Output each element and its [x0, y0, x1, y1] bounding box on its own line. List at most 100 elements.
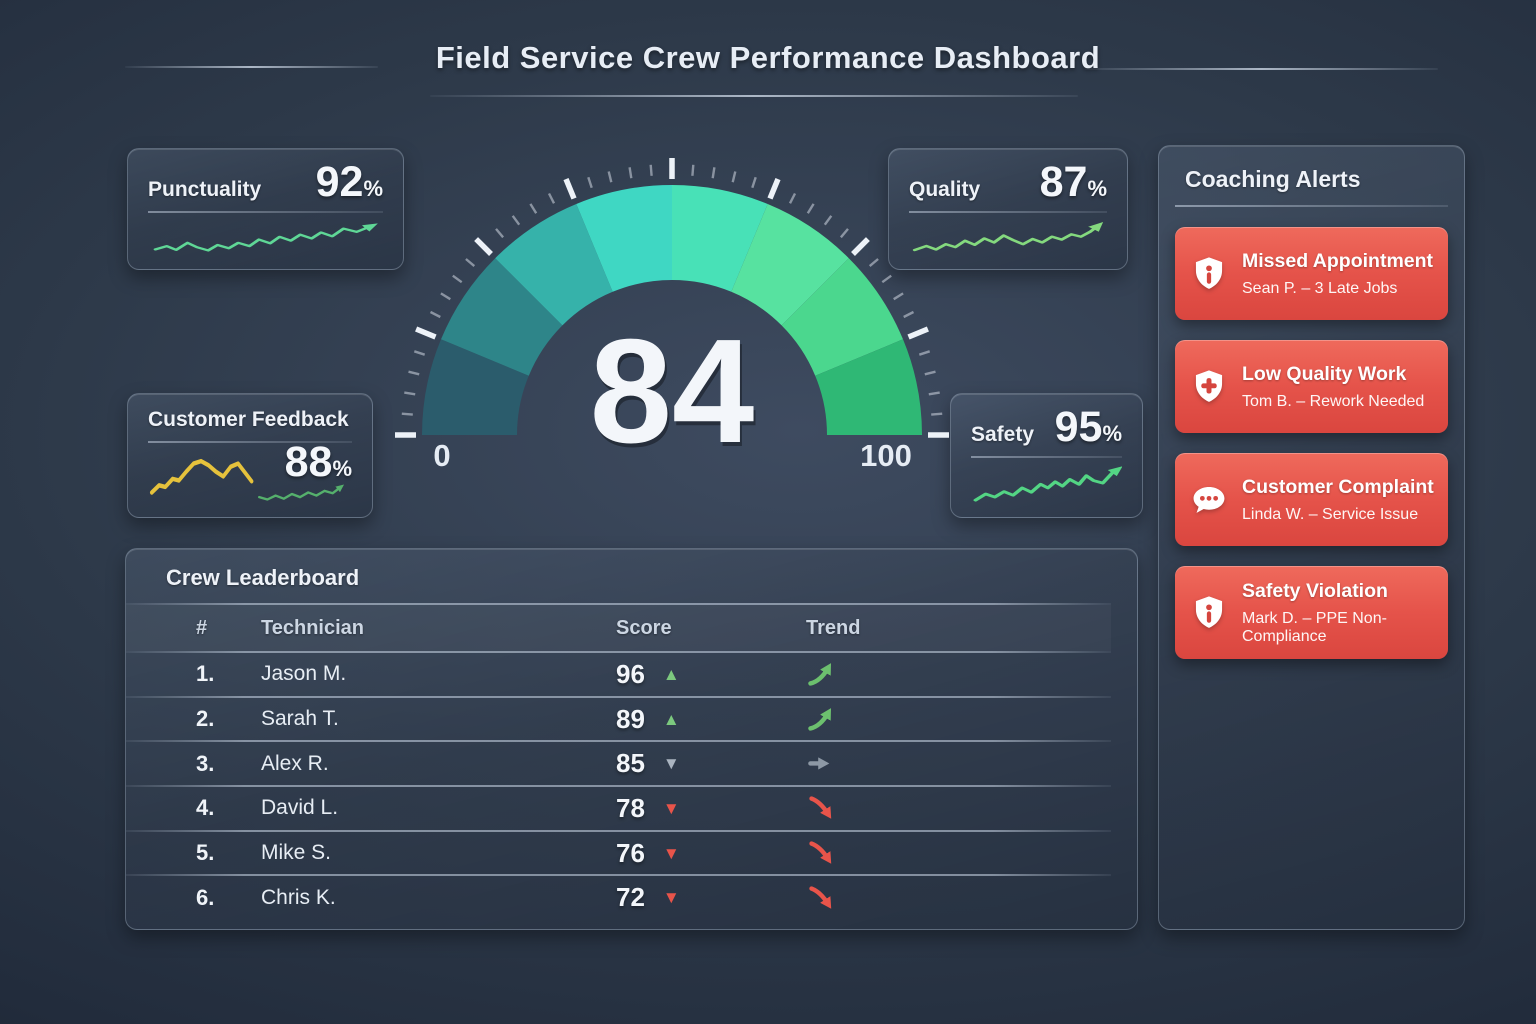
svg-text:0: 0 — [433, 438, 450, 473]
column-header-rank: # — [196, 616, 208, 639]
triangle-up-icon: ▲ — [662, 709, 680, 729]
header-rule-left — [125, 66, 378, 68]
technician-name: Mike S. — [261, 841, 332, 865]
kpi-card-punctuality[interactable]: Punctuality 92% — [127, 148, 404, 270]
rank-label: 6. — [196, 884, 215, 910]
crew-leaderboard-panel: Crew Leaderboard # Technician Score Tren… — [125, 548, 1138, 930]
alerts-title: Coaching Alerts — [1185, 166, 1361, 192]
quality-sparkline — [909, 221, 1107, 257]
technician-name: Chris K. — [261, 885, 336, 909]
kpi-label: Safety — [971, 423, 1035, 446]
card-divider — [148, 441, 352, 443]
leaderboard-row[interactable]: 5. Mike S. 76 ▼ — [126, 832, 1111, 875]
leaderboard-row[interactable]: 6. Chris K. 72 ▼ — [126, 876, 1111, 919]
card-divider — [971, 456, 1122, 458]
kpi-card-quality[interactable]: Quality 87% — [888, 148, 1128, 270]
row-separator — [126, 785, 1111, 788]
technician-name: Jason M. — [261, 662, 347, 686]
trend-flat-icon — [806, 749, 1111, 779]
kpi-label: Customer Feedback — [148, 408, 349, 431]
technician-name: Alex R. — [261, 751, 329, 775]
row-separator — [126, 695, 1111, 698]
svg-text:84: 84 — [592, 313, 757, 475]
svg-text:84: 84 — [590, 309, 755, 474]
triangle-down-icon: ▼ — [662, 754, 680, 774]
kpi-label: Punctuality — [148, 178, 262, 201]
customer-feedback-mini-sparkline — [256, 483, 350, 505]
technician-name: David L. — [261, 796, 339, 820]
kpi-value: 87% — [1039, 158, 1107, 206]
leaderboard-title: Crew Leaderboard — [166, 565, 360, 590]
leaderboard-rows: 1. Jason M. 96 ▲ 2. Sarah T. 89 ▲ 3. Ale… — [126, 653, 1111, 919]
kpi-unit: % — [1102, 421, 1122, 446]
trend-falling-icon — [806, 883, 1111, 913]
score-value: 96 — [616, 658, 645, 689]
leaderboard-row[interactable]: 2. Sarah T. 89 ▲ — [126, 698, 1111, 741]
title-underline — [430, 95, 1078, 97]
rank-label: 5. — [196, 840, 215, 866]
chat-bubble-icon — [1189, 480, 1229, 520]
column-header-score: Score — [616, 616, 672, 639]
alert-card-safety-violation[interactable]: Safety Violation Mark D. – PPE Non-Compl… — [1175, 566, 1448, 659]
svg-text:100: 100 — [860, 438, 912, 473]
kpi-card-safety[interactable]: Safety 95% — [950, 393, 1143, 518]
triangle-down-icon: ▼ — [662, 798, 680, 818]
alert-subtitle: Tom B. – Rework Needed — [1242, 392, 1425, 410]
leaderboard-row[interactable]: 1. Jason M. 96 ▲ — [126, 653, 1111, 696]
leaderboard-row[interactable]: 3. Alex R. 85 ▼ — [126, 742, 1111, 785]
technician-name: Sarah T. — [261, 707, 339, 730]
punctuality-sparkline — [148, 221, 383, 257]
rank-label: 3. — [196, 750, 215, 776]
shield-cross-icon — [1189, 367, 1229, 407]
shield-alert-icon — [1189, 254, 1229, 294]
kpi-value: 92% — [315, 158, 383, 206]
trend-rising-icon — [806, 704, 1111, 734]
leaderboard-divider — [126, 603, 1111, 605]
kpi-unit: % — [332, 456, 352, 481]
alert-title: Low Quality Work — [1242, 362, 1407, 385]
rank-label: 4. — [196, 795, 215, 821]
kpi-label: Quality — [909, 178, 981, 201]
alert-title: Safety Violation — [1242, 579, 1388, 602]
alert-subtitle: Mark D. – PPE Non-Compliance — [1242, 609, 1387, 645]
rank-label: 1. — [196, 661, 215, 687]
row-separator — [126, 874, 1111, 877]
alert-card-low-quality-work[interactable]: Low Quality Work Tom B. – Rework Needed — [1175, 340, 1448, 433]
coaching-alerts-panel: Coaching Alerts Missed Appointment Sean … — [1158, 145, 1465, 930]
kpi-card-customer-feedback[interactable]: Customer Feedback 88% — [127, 393, 373, 518]
leaderboard-header-row: # Technician Score Trend — [126, 605, 1111, 651]
alert-card-missed-appointment[interactable]: Missed Appointment Sean P. – 3 Late Jobs — [1175, 227, 1448, 320]
column-header-technician: Technician — [261, 616, 364, 639]
alert-title: Customer Complaint — [1242, 475, 1434, 498]
customer-feedback-sparkline — [148, 441, 274, 499]
column-header-trend: Trend — [806, 616, 861, 639]
kpi-unit: % — [363, 176, 383, 201]
kpi-unit: % — [1087, 176, 1107, 201]
overall-score-gauge: 84 84 0 100 — [392, 130, 952, 475]
page-title: Field Service Crew Performance Dashboard — [435, 40, 1101, 75]
header-rule-right — [1085, 68, 1438, 70]
kpi-value: 95% — [1054, 403, 1122, 451]
score-value: 85 — [616, 748, 645, 779]
alert-subtitle: Sean P. – 3 Late Jobs — [1242, 279, 1398, 297]
safety-sparkline — [971, 466, 1122, 505]
kpi-value: 88% — [284, 438, 352, 486]
card-divider — [148, 211, 383, 213]
trend-falling-icon — [806, 793, 1111, 823]
row-separator — [126, 740, 1111, 743]
score-value: 78 — [616, 792, 645, 823]
row-separator — [126, 829, 1111, 832]
card-divider — [909, 211, 1107, 213]
leaderboard-row[interactable]: 4. David L. 78 ▼ — [126, 787, 1111, 830]
alert-title: Missed Appointment — [1242, 249, 1434, 272]
triangle-down-icon: ▼ — [662, 843, 680, 863]
alert-card-customer-complaint[interactable]: Customer Complaint Linda W. – Service Is… — [1175, 453, 1448, 546]
trend-falling-icon — [806, 838, 1111, 868]
alert-subtitle: Linda W. – Service Issue — [1242, 505, 1419, 523]
trend-rising-icon — [806, 659, 1111, 689]
leaderboard-divider — [126, 651, 1111, 653]
triangle-down-icon: ▼ — [662, 888, 680, 908]
rank-label: 2. — [196, 706, 215, 731]
score-value: 72 — [616, 882, 645, 913]
alerts-divider — [1175, 205, 1448, 207]
